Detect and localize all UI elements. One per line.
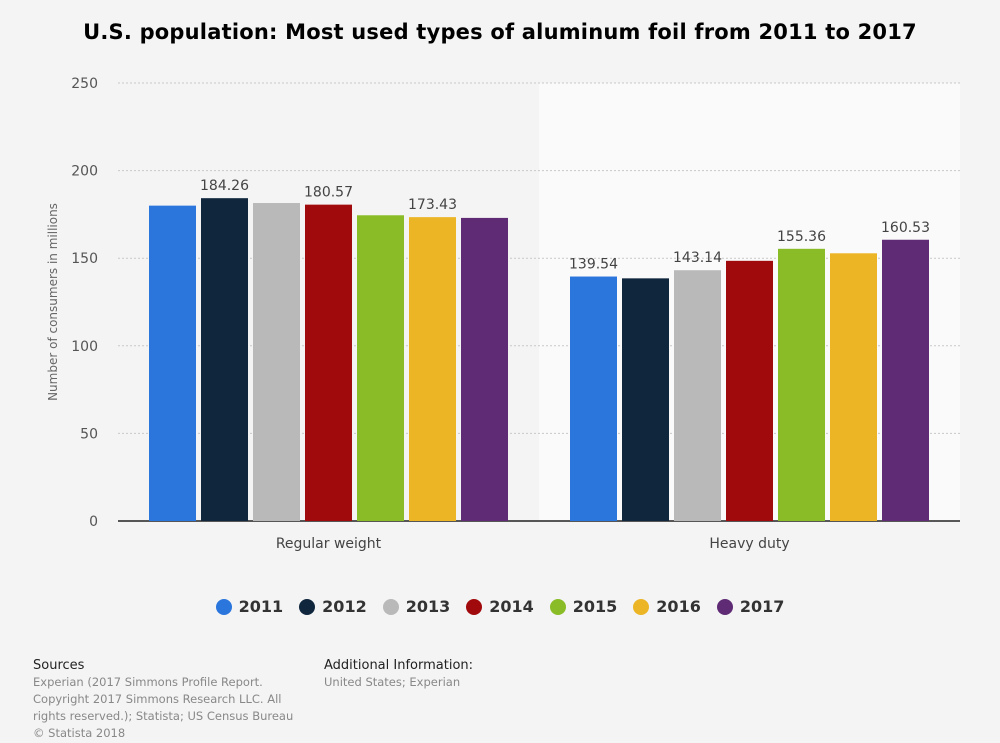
legend-item-2012[interactable]: 2012 [299, 597, 367, 616]
data-label: 160.53 [881, 220, 930, 236]
bar-2016-regular-weight [409, 217, 456, 521]
legend-item-2015[interactable]: 2015 [549, 597, 618, 616]
additional-info-section: Additional Information: United States; E… [324, 657, 624, 691]
copyright-text: © Statista 2018 [33, 726, 126, 740]
additional-info-text: United States; Experian [324, 675, 461, 689]
x-tick-label: Regular weight [276, 536, 382, 552]
bar-2015-heavy-duty [778, 248, 825, 522]
legend-item-2013[interactable]: 2013 [382, 597, 451, 616]
y-tick-label: 0 [89, 514, 98, 530]
bar-2016-heavy-duty [830, 253, 877, 521]
chart-title: U.S. population: Most used types of alum… [83, 20, 917, 44]
legend-label: 2015 [572, 597, 618, 616]
legend-label: 2012 [322, 597, 367, 616]
data-label: 184.26 [200, 178, 249, 194]
legend-label: 2013 [405, 597, 451, 616]
y-tick-label: 250 [71, 76, 98, 92]
legend-item-2017[interactable]: 2017 [716, 597, 785, 616]
legend-swatch [549, 598, 566, 615]
legend-swatch [382, 598, 399, 615]
legend-item-2014[interactable]: 2014 [466, 597, 534, 616]
legend-swatch [716, 598, 733, 615]
sources-section: Sources Experian (2017 Simmons Profile R… [33, 657, 313, 742]
legend-label: 2016 [656, 597, 701, 616]
legend-swatch [299, 598, 316, 615]
legend-item-2011[interactable]: 2011 [215, 597, 284, 616]
legend-swatch [466, 598, 483, 615]
y-axis-label: Number of consumers in millions [46, 203, 60, 401]
legend-swatch [215, 598, 232, 615]
data-label: 139.54 [569, 257, 618, 273]
legend-label: 2014 [489, 597, 534, 616]
sources-heading: Sources [33, 658, 85, 673]
additional-info-heading: Additional Information: [324, 658, 474, 673]
bar-2014-regular-weight [305, 204, 352, 521]
y-tick-label: 200 [71, 164, 98, 180]
legend: 2011 2012 2013 2014 2015 2016 2017 [0, 597, 1000, 616]
legend-label: 2011 [238, 597, 284, 616]
data-label: 143.14 [673, 250, 722, 266]
bar-2017-regular-weight [461, 217, 508, 522]
bar-2012-regular-weight [201, 198, 248, 521]
bar-2014-heavy-duty [726, 260, 773, 521]
y-tick-label: 50 [80, 426, 98, 442]
data-label: 173.43 [408, 197, 457, 213]
bar-chart: 0 50 100 150 200 250 184.26 180.57 173.43 139.54… [46, 76, 960, 552]
bar-2011-regular-weight [149, 205, 196, 521]
sources-text: Experian (2017 Simmons Profile Report. C… [33, 675, 294, 723]
bar-2013-heavy-duty [674, 270, 721, 521]
legend-label: 2017 [739, 597, 785, 616]
data-label: 155.36 [777, 229, 826, 245]
legend-item-2016[interactable]: 2016 [633, 597, 701, 616]
bar-2013-regular-weight [253, 203, 300, 521]
bar-2015-regular-weight [357, 215, 404, 521]
bar-2017-heavy-duty [882, 239, 929, 521]
bar-2011-heavy-duty [570, 276, 617, 521]
y-tick-label: 100 [71, 339, 98, 355]
legend-swatch [633, 598, 650, 615]
data-label: 180.57 [304, 185, 353, 201]
y-tick-label: 150 [71, 251, 98, 267]
x-tick-label: Heavy duty [709, 536, 789, 552]
bar-2012-heavy-duty [622, 278, 669, 521]
